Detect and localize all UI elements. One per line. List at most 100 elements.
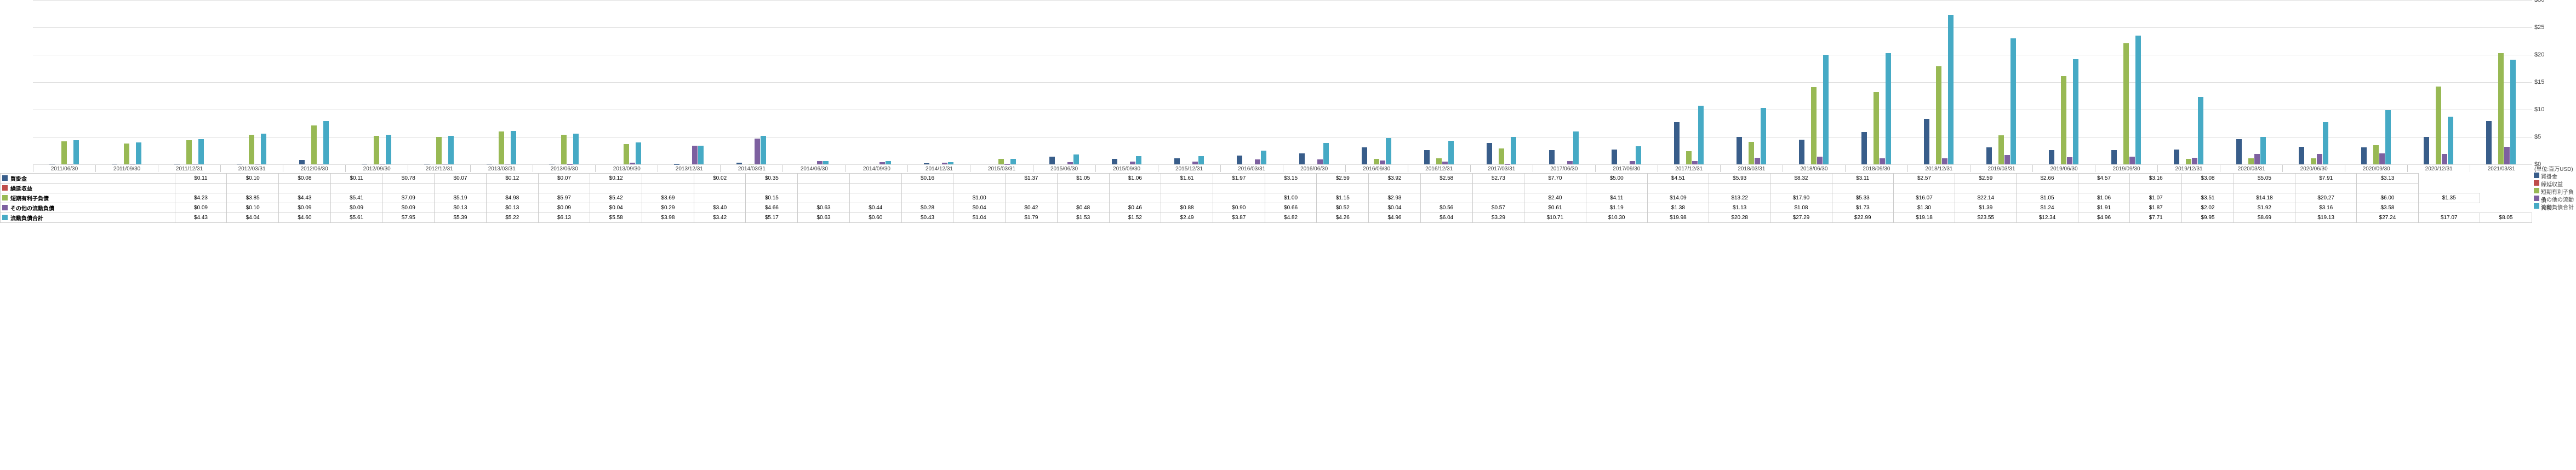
bar-s2 bbox=[61, 141, 67, 164]
table-cell: $0.61 bbox=[1524, 203, 1586, 213]
bar-s2 bbox=[1499, 148, 1504, 164]
bar-s2 bbox=[1874, 92, 1879, 164]
bar-s3 bbox=[1630, 161, 1635, 164]
table-row: 買掛金$0.11$0.10$0.08$0.11$0.78$0.07$0.12$0… bbox=[1, 174, 2532, 184]
legend-item: その他の流動負債 bbox=[2532, 195, 2576, 203]
table-cell: $1.05 bbox=[1057, 174, 1109, 184]
table-cell: $3.40 bbox=[694, 203, 746, 213]
period-column bbox=[1095, 0, 1158, 164]
table-cell bbox=[382, 184, 435, 193]
bar-s2 bbox=[2311, 158, 2316, 164]
period-column bbox=[720, 0, 782, 164]
bar-s2 bbox=[2248, 158, 2254, 164]
table-cell: $0.09 bbox=[382, 203, 435, 213]
table-cell: $1.73 bbox=[1832, 203, 1893, 213]
table-cell: $3.85 bbox=[227, 193, 279, 203]
bar-s3 bbox=[2192, 158, 2197, 164]
table-cell: $5.05 bbox=[2234, 174, 2295, 184]
table-cell: $8.69 bbox=[2234, 213, 2295, 223]
table-cell: $1.79 bbox=[1006, 213, 1058, 223]
table-cell bbox=[1265, 184, 1317, 193]
row-header: 買掛金 bbox=[1, 174, 175, 184]
table-cell bbox=[1369, 184, 1421, 193]
table-cell bbox=[901, 193, 953, 203]
table-cell: $4.82 bbox=[1265, 213, 1317, 223]
bar-s3 bbox=[1817, 157, 1823, 164]
table-cell: $7.95 bbox=[382, 213, 435, 223]
legend-swatch bbox=[2534, 180, 2539, 186]
period-column bbox=[1720, 0, 1783, 164]
y-tick: $30 bbox=[2534, 0, 2544, 3]
table-cell: $5.93 bbox=[1709, 174, 1770, 184]
period-column bbox=[2282, 0, 2345, 164]
table-cell: $1.61 bbox=[1161, 174, 1213, 184]
table-cell: $7.91 bbox=[2295, 174, 2357, 184]
table-cell: $0.66 bbox=[1265, 203, 1317, 213]
table-cell: $5.61 bbox=[330, 213, 382, 223]
bar-s3 bbox=[1942, 158, 1947, 164]
x-label: 2018/03/31 bbox=[1720, 165, 1783, 172]
bar-s4 bbox=[1010, 159, 1016, 164]
period-column bbox=[1783, 0, 1845, 164]
table-cell: $0.52 bbox=[1317, 203, 1369, 213]
table-cell bbox=[1586, 184, 1647, 193]
bar-s2 bbox=[311, 125, 317, 164]
bar-s3 bbox=[817, 161, 823, 164]
table-cell: $8.32 bbox=[1770, 174, 1832, 184]
table-cell: $5.33 bbox=[1832, 193, 1893, 203]
bar-s0 bbox=[1799, 140, 1804, 164]
table-cell: $0.10 bbox=[227, 203, 279, 213]
bar-s3 bbox=[1692, 161, 1698, 164]
x-label: 2012/03/31 bbox=[220, 165, 283, 172]
bar-s0 bbox=[2174, 150, 2179, 164]
period-column bbox=[845, 0, 907, 164]
table-cell bbox=[1472, 193, 1524, 203]
period-column bbox=[970, 0, 1032, 164]
table-cell: $0.13 bbox=[486, 203, 538, 213]
table-cell: $1.19 bbox=[1586, 203, 1647, 213]
bar-s4 bbox=[1636, 146, 1641, 164]
table-cell: $0.60 bbox=[849, 213, 901, 223]
table-cell: $1.00 bbox=[1265, 193, 1317, 203]
table-cell: $1.97 bbox=[1213, 174, 1265, 184]
table-cell: $19.18 bbox=[1893, 213, 1955, 223]
bar-s0 bbox=[1049, 157, 1055, 164]
table-cell: $0.09 bbox=[538, 203, 590, 213]
x-label: 2019/09/30 bbox=[2095, 165, 2157, 172]
bar-s2 bbox=[1811, 87, 1817, 164]
bar-s4 bbox=[2385, 110, 2391, 165]
bar-s2 bbox=[186, 140, 192, 164]
chart-container: (単位:百万USD) $0$5$10$15$20$25$30 2011/06/3… bbox=[0, 0, 2576, 223]
y-tick: $20 bbox=[2534, 51, 2544, 58]
table-cell: $4.26 bbox=[1317, 213, 1369, 223]
table-cell: $0.63 bbox=[798, 213, 850, 223]
table-cell: $1.91 bbox=[2078, 203, 2130, 213]
legend-item: 買掛金 bbox=[2532, 172, 2576, 180]
table-cell: $3.87 bbox=[1213, 213, 1265, 223]
table-cell: $5.17 bbox=[746, 213, 798, 223]
table-cell bbox=[227, 184, 279, 193]
table-cell bbox=[849, 193, 901, 203]
table-cell: $1.39 bbox=[1955, 203, 2017, 213]
table-cell bbox=[1647, 184, 1709, 193]
table-cell: $2.57 bbox=[1893, 174, 1955, 184]
table-cell bbox=[746, 184, 798, 193]
bar-s4 bbox=[1261, 151, 1266, 164]
table-cell: $2.59 bbox=[1955, 174, 2017, 184]
table-cell: $1.38 bbox=[1647, 203, 1709, 213]
x-axis-labels: 2011/06/302011/09/302011/12/312012/03/31… bbox=[33, 165, 2532, 172]
bar-s4 bbox=[1511, 137, 1516, 164]
bar-s4 bbox=[1948, 15, 1954, 164]
y-tick: $10 bbox=[2534, 106, 2544, 113]
bar-s4 bbox=[2010, 38, 2016, 164]
table-cell: $5.97 bbox=[538, 193, 590, 203]
bar-s4 bbox=[323, 121, 329, 165]
table-cell: $3.92 bbox=[1369, 174, 1421, 184]
table-cell: $0.07 bbox=[538, 174, 590, 184]
x-label: 2019/12/31 bbox=[2157, 165, 2220, 172]
table-cell: $2.49 bbox=[1161, 213, 1213, 223]
table-cell bbox=[2234, 184, 2295, 193]
bar-s4 bbox=[2510, 60, 2516, 164]
table-cell bbox=[1770, 184, 1832, 193]
period-column bbox=[283, 0, 345, 164]
